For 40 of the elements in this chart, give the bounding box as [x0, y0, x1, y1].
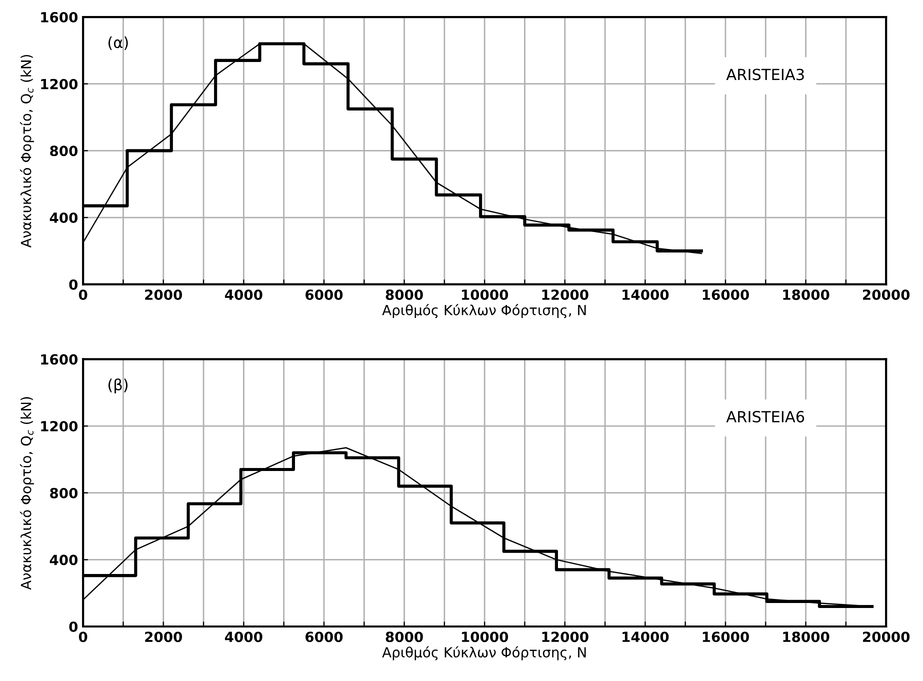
y-axis-title: Ανακυκλικό Φορτίο, Q$_{c}$ (kN) [20, 54, 34, 248]
y-tick-label: 800 [50, 146, 78, 156]
y-tick-label: 800 [50, 488, 78, 498]
x-tick-label: 10000 [462, 289, 508, 300]
x-tick-label: 12000 [542, 632, 588, 642]
y-tick-label: 400 [50, 212, 78, 223]
x-tick-label: 20000 [863, 632, 910, 642]
x-tick-label: 4000 [224, 289, 262, 300]
annotation: (α) [108, 36, 128, 50]
x-tick-label: 0 [78, 289, 88, 300]
x-tick-label: 16000 [702, 632, 749, 642]
x-tick-label: 2000 [145, 289, 182, 300]
annotation: (β) [108, 378, 128, 394]
x-tick-label: 8000 [386, 289, 423, 300]
annotation: ARISTEIA6 [726, 410, 804, 422]
x-tick-label: 2000 [145, 632, 182, 642]
x-tick-label: 8000 [386, 632, 423, 642]
x-tick-label: 18000 [783, 632, 830, 642]
x-tick-label: 14000 [622, 632, 669, 642]
y-tick-label: 400 [50, 554, 78, 566]
y-tick-label: 1200 [41, 420, 78, 432]
x-tick-label: 10000 [462, 632, 508, 642]
y-tick-label: 0 [69, 279, 78, 290]
x-tick-label: 12000 [542, 289, 588, 300]
x-tick-label: 16000 [702, 289, 749, 300]
x-tick-label: 6000 [306, 632, 343, 642]
x-tick-label: 18000 [783, 289, 830, 300]
x-axis-title: Αριθμός Κύκλων Φόρτισης, N [382, 646, 586, 660]
y-tick-label: 1600 [41, 12, 78, 22]
x-tick-label: 6000 [306, 289, 343, 300]
y-tick-label: 1600 [41, 354, 78, 365]
x-axis-title: Αριθμός Κύκλων Φόρτισης, N [382, 304, 586, 318]
y-axis-title: Ανακυκλικό Φορτίο, Q$_{c}$ (kN) [20, 397, 34, 590]
annotation: ARISTEIA3 [726, 68, 804, 80]
x-tick-label: 20000 [863, 289, 910, 300]
y-tick-label: 0 [69, 621, 78, 632]
x-tick-label: 14000 [622, 289, 669, 300]
x-tick-label: 0 [78, 632, 88, 642]
y-tick-label: 1200 [41, 78, 78, 90]
x-tick-label: 4000 [224, 632, 262, 642]
